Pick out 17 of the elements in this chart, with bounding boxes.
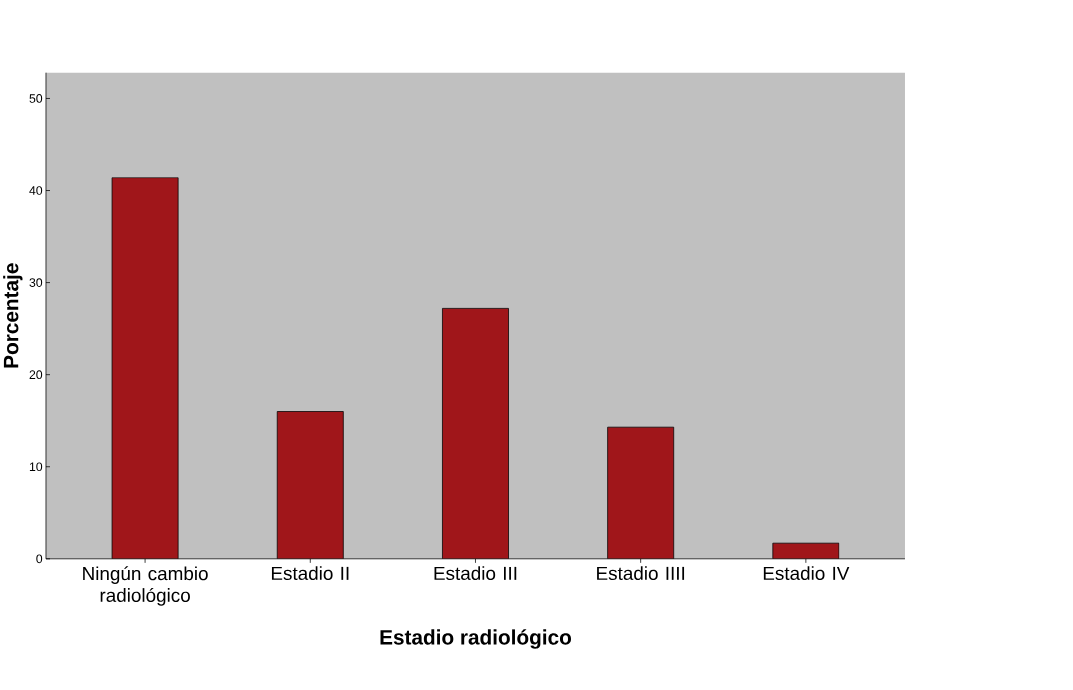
x-axis-title: Estadio radiológico xyxy=(380,629,572,649)
y-tick-label: 30 xyxy=(29,278,43,287)
x-tick-label: Estadio IV xyxy=(763,566,850,581)
y-tick-label: 10 xyxy=(29,462,43,472)
y-tick-label: 50 xyxy=(29,94,43,103)
bar xyxy=(442,308,509,559)
y-tick-label: 40 xyxy=(29,186,43,195)
y-tick-label: 0 xyxy=(36,554,43,564)
y-axis-title: Porcentaje xyxy=(3,263,23,368)
bar xyxy=(607,427,674,559)
x-tick-label: Estadio III xyxy=(434,566,517,581)
bar xyxy=(112,177,179,559)
x-tick-label: Ningún cambio radiológico xyxy=(83,566,208,606)
y-tick-label: 20 xyxy=(29,370,43,379)
x-tick-label: Estadio II xyxy=(271,566,349,581)
x-tick-label: Estadio IIII xyxy=(597,566,685,581)
bar xyxy=(277,411,344,559)
